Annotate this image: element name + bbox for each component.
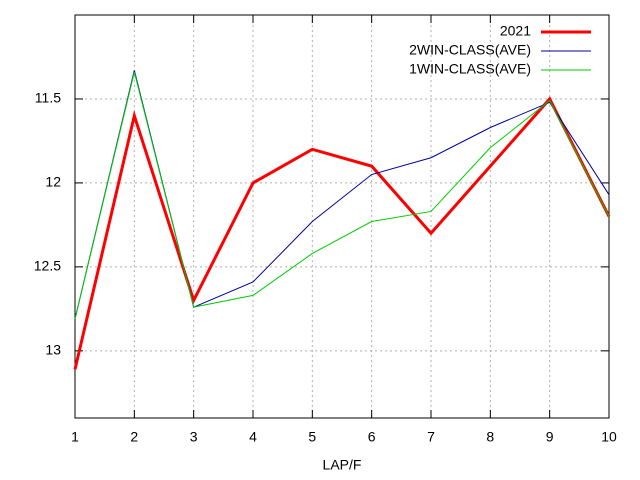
y-tick-label: 11.5: [35, 90, 61, 106]
x-tick-label: 5: [308, 429, 316, 445]
y-tick-label: 12.5: [34, 258, 61, 274]
legend-label: 1WIN-CLASS(AVE): [409, 61, 531, 77]
x-tick-label: 3: [190, 429, 198, 445]
x-tick-label: 1: [71, 429, 79, 445]
y-tick-label: 12: [45, 174, 61, 190]
y-tick-label: 13: [45, 342, 61, 358]
x-tick-label: 8: [486, 429, 494, 445]
x-tick-label: 7: [427, 429, 435, 445]
series-line: [74, 71, 610, 320]
x-tick-label: 4: [249, 429, 257, 445]
x-tick-label: 2: [130, 429, 138, 445]
x-tick-label: 6: [368, 429, 376, 445]
x-tick-label: 10: [601, 429, 617, 445]
series-line: [74, 70, 610, 320]
x-axis-label: LAP/F: [323, 457, 362, 473]
x-tick-label: 9: [546, 429, 554, 445]
legend-label: 2021: [500, 23, 531, 39]
legend-label: 2WIN-CLASS(AVE): [409, 42, 531, 58]
series-line: [73, 96, 611, 370]
